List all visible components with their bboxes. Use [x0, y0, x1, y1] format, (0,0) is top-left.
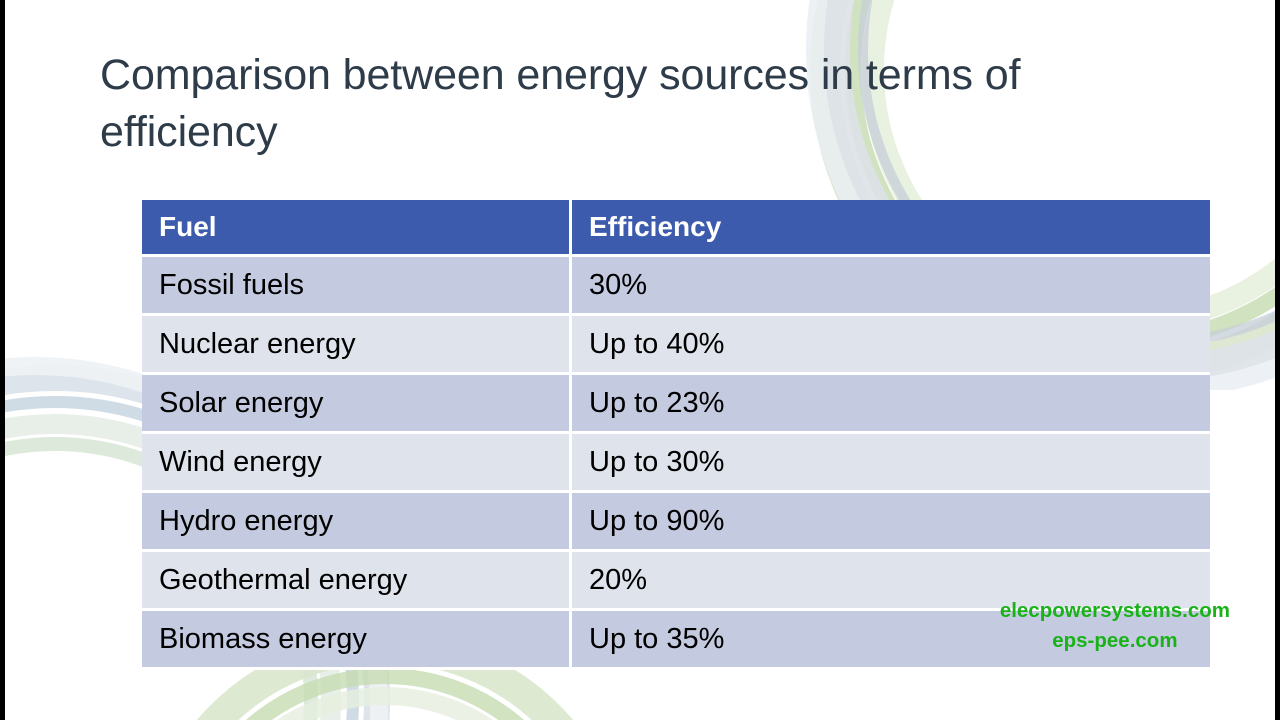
- cell-efficiency: Up to 90%: [572, 493, 1210, 552]
- efficiency-table: Fuel Efficiency Fossil fuels 30% Nuclear…: [142, 200, 1210, 670]
- watermark-line-primary: elecpowersystems.com: [999, 599, 1230, 622]
- table-header-row: Fuel Efficiency: [142, 200, 1210, 257]
- cell-efficiency: 30%: [572, 257, 1210, 316]
- cell-fuel: Wind energy: [142, 434, 572, 493]
- table-row: Fossil fuels 30%: [142, 257, 1210, 316]
- cell-fuel: Nuclear energy: [142, 316, 572, 375]
- cell-fuel: Fossil fuels: [142, 257, 572, 316]
- table-row: Solar energy Up to 23%: [142, 375, 1210, 434]
- table-body: Fossil fuels 30% Nuclear energy Up to 40…: [142, 257, 1210, 670]
- column-header-efficiency: Efficiency: [572, 200, 1210, 257]
- cell-fuel: Biomass energy: [142, 611, 572, 670]
- table-row: Nuclear energy Up to 40%: [142, 316, 1210, 375]
- cell-efficiency: Up to 35%: [572, 611, 1210, 670]
- cell-efficiency: Up to 23%: [572, 375, 1210, 434]
- cell-fuel: Hydro energy: [142, 493, 572, 552]
- cell-efficiency: Up to 30%: [572, 434, 1210, 493]
- table-header: Fuel Efficiency: [142, 200, 1210, 257]
- table-row: Biomass energy Up to 35%: [142, 611, 1210, 670]
- slide-canvas: Comparison between energy sources in ter…: [5, 0, 1275, 720]
- table-row: Geothermal energy 20%: [142, 552, 1210, 611]
- cell-efficiency: 20%: [572, 552, 1210, 611]
- watermark: elecpowersystems.com eps-pee.com: [1000, 596, 1230, 655]
- efficiency-table-container: Fuel Efficiency Fossil fuels 30% Nuclear…: [142, 200, 1210, 670]
- cell-fuel: Geothermal energy: [142, 552, 572, 611]
- watermark-line-secondary: eps-pee.com: [1052, 628, 1178, 652]
- cell-efficiency: Up to 40%: [572, 316, 1210, 375]
- page-title: Comparison between energy sources in ter…: [100, 51, 1033, 156]
- cell-fuel: Solar energy: [142, 375, 572, 434]
- column-header-fuel: Fuel: [142, 200, 572, 257]
- table-row: Hydro energy Up to 90%: [142, 493, 1210, 552]
- table-row: Wind energy Up to 30%: [142, 434, 1210, 493]
